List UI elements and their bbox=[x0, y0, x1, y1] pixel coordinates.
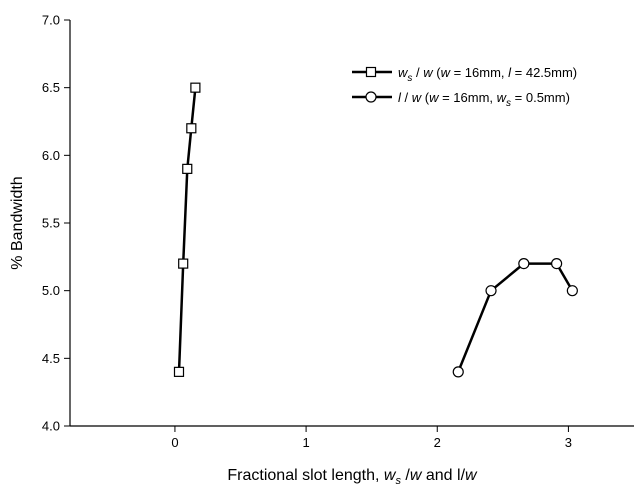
y-tick-label: 6.5 bbox=[42, 80, 60, 95]
y-tick-label: 5.0 bbox=[42, 283, 60, 298]
legend-label-series-2: l / w (w = 16mm, ws = 0.5mm) bbox=[398, 90, 570, 109]
legend: ws / w (w = 16mm, l = 42.5mm) l / w (w =… bbox=[352, 65, 577, 109]
y-axis-label: % Bandwidth bbox=[9, 176, 26, 269]
legend-entry-series-1: ws / w (w = 16mm, l = 42.5mm) bbox=[352, 65, 577, 84]
data-point-square bbox=[186, 123, 197, 134]
plot-frame bbox=[69, 20, 634, 427]
x-axis: 0 1 2 3 bbox=[171, 426, 572, 450]
x-tick-label: 1 bbox=[302, 435, 309, 450]
y-tick-label: 5.5 bbox=[42, 216, 60, 231]
data-point-circle bbox=[518, 258, 530, 270]
series-1 bbox=[173, 82, 201, 377]
y-tick-label: 7.0 bbox=[42, 13, 60, 28]
y-tick-label: 4.0 bbox=[42, 419, 60, 434]
y-tick-label: 4.5 bbox=[42, 351, 60, 366]
data-point-circle bbox=[566, 285, 578, 297]
y-axis: 4.0 4.5 5.0 5.5 6.0 6.5 7.0 bbox=[42, 13, 70, 434]
x-axis-label: Fractional slot length, ws /w and l/w bbox=[227, 467, 478, 487]
legend-label-series-1: ws / w (w = 16mm, l = 42.5mm) bbox=[398, 65, 577, 84]
x-tick-label: 0 bbox=[171, 435, 178, 450]
series-2-line bbox=[457, 262, 574, 373]
series-2 bbox=[452, 258, 578, 378]
legend-entry-series-2: l / w (w = 16mm, ws = 0.5mm) bbox=[352, 90, 570, 109]
x-tick-label: 2 bbox=[434, 435, 441, 450]
data-point-circle bbox=[452, 366, 464, 378]
data-point-square bbox=[190, 82, 201, 93]
series-layer bbox=[173, 82, 578, 378]
data-point-square bbox=[178, 258, 189, 269]
data-point-circle bbox=[551, 258, 563, 270]
x-tick-label: 3 bbox=[565, 435, 572, 450]
data-point-square bbox=[182, 163, 193, 174]
data-point-circle bbox=[485, 285, 497, 297]
y-tick-label: 6.0 bbox=[42, 148, 60, 163]
data-point-square bbox=[173, 366, 185, 377]
